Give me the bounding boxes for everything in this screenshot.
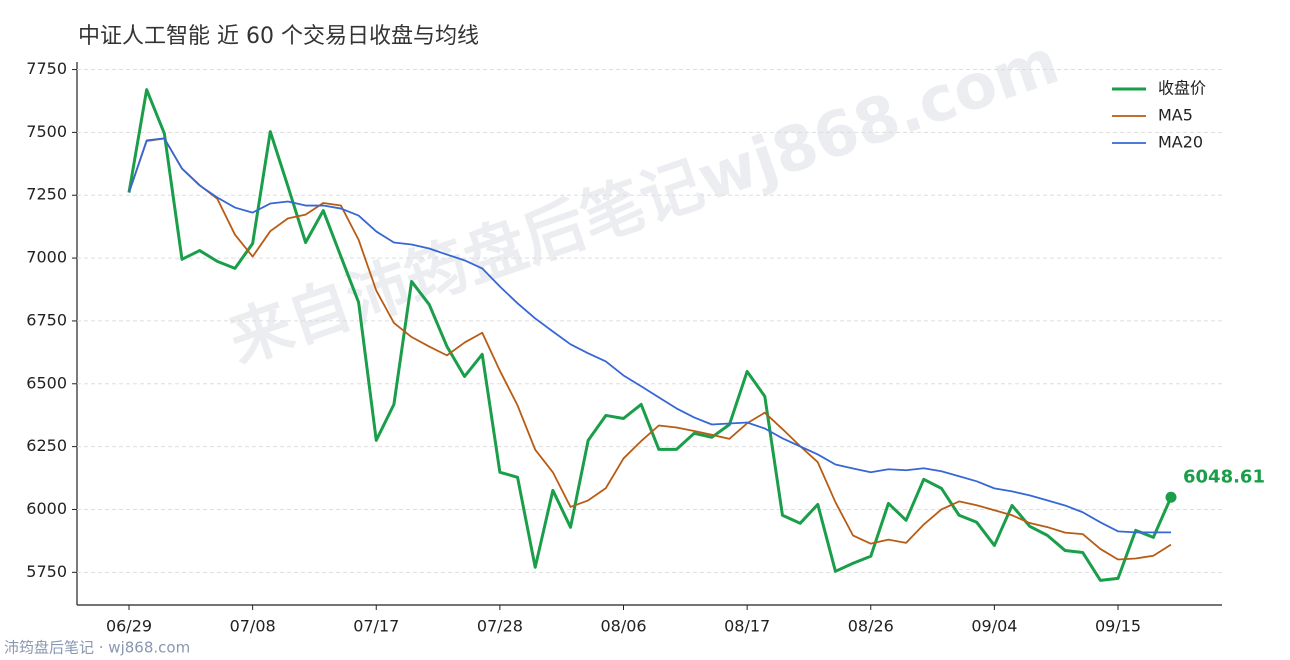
last-value-label: 6048.61 xyxy=(1183,466,1265,487)
x-tick-label: 07/17 xyxy=(353,617,399,636)
legend-label: 收盘价 xyxy=(1158,79,1206,98)
chart-title: 中证人工智能 近 60 个交易日收盘与均线 xyxy=(78,24,479,49)
x-tick-label: 06/29 xyxy=(106,617,152,636)
x-tick-label: 09/15 xyxy=(1095,617,1141,636)
x-tick-label: 08/17 xyxy=(724,617,770,636)
y-tick-label: 7500 xyxy=(26,122,67,141)
footer: 沛筠盘后笔记 · wj868.com xyxy=(4,639,190,657)
y-tick-label: 5750 xyxy=(26,562,67,581)
y-tick-label: 6750 xyxy=(26,310,67,329)
series-line xyxy=(128,137,1172,561)
legend-label: MA20 xyxy=(1158,133,1203,152)
y-tick-label: 7250 xyxy=(26,185,67,204)
y-tick-label: 6250 xyxy=(26,436,67,455)
y-tick-label: 7750 xyxy=(26,59,67,78)
x-tick-label: 08/26 xyxy=(848,617,894,636)
y-tick-label: 6500 xyxy=(26,373,67,392)
x-tick-label: 08/06 xyxy=(600,617,646,636)
legend-label: MA5 xyxy=(1158,106,1193,125)
x-tick-label: 09/04 xyxy=(971,617,1017,636)
series-line xyxy=(128,137,1171,534)
last-point xyxy=(1165,491,1177,503)
y-tick-label: 6000 xyxy=(26,499,67,518)
x-tick-label: 07/28 xyxy=(477,617,523,636)
x-tick-label: 07/08 xyxy=(230,617,276,636)
y-tick-label: 7000 xyxy=(26,248,67,267)
watermark: 来自沛筠盘后笔记wj868.com xyxy=(220,24,1068,377)
series-line xyxy=(127,88,1173,582)
